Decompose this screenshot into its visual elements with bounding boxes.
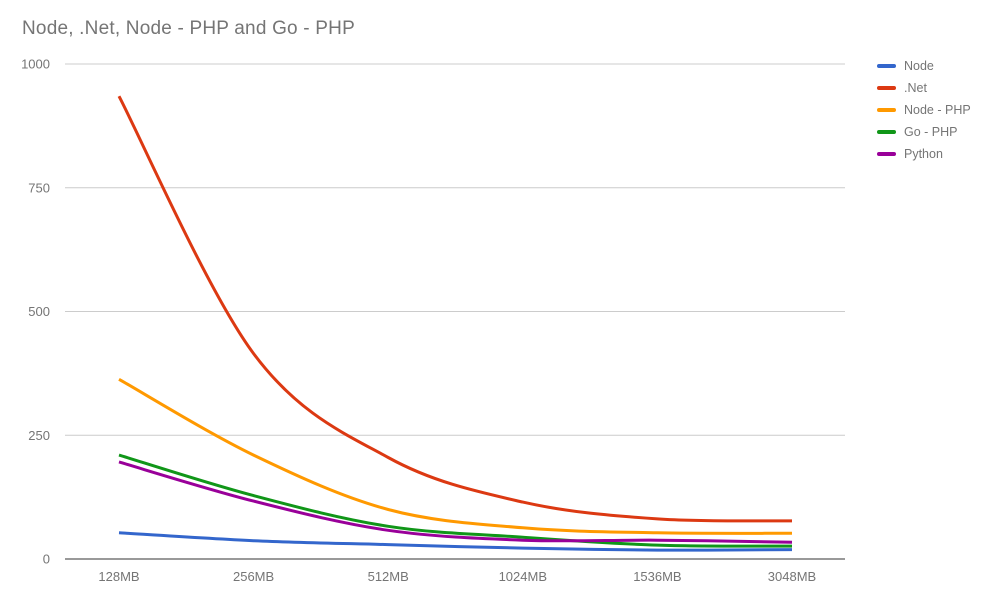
legend-swatch-icon <box>877 151 896 156</box>
y-tick-label: 500 <box>28 304 50 319</box>
legend-swatch-icon <box>877 63 896 68</box>
series-line-node[interactable] <box>118 531 793 552</box>
series-line-net[interactable] <box>117 95 793 523</box>
legend-label: Go - PHP <box>904 124 958 139</box>
legend: Node .Net Node - PHP Go - PHP Python <box>877 58 971 161</box>
legend-item-node: Node <box>877 58 971 73</box>
legend-item-net: .Net <box>877 80 971 95</box>
chart-title: Node, .Net, Node - PHP and Go - PHP <box>22 18 355 39</box>
x-tick-label: 1024MB <box>499 569 547 584</box>
y-tick-label: 0 <box>43 552 50 567</box>
legend-swatch-icon <box>877 85 896 90</box>
legend-item-go-php: Go - PHP <box>877 124 971 139</box>
legend-item-python: Python <box>877 146 971 161</box>
y-tick-label: 1000 <box>21 57 50 72</box>
x-tick-label: 3048MB <box>768 569 816 584</box>
legend-item-node-php: Node - PHP <box>877 102 971 117</box>
y-tick-label: 750 <box>28 180 50 195</box>
x-tick-label: 1536MB <box>633 569 681 584</box>
y-tick-label: 250 <box>28 428 50 443</box>
series-line-node-php[interactable] <box>118 378 793 535</box>
series-line-go-php[interactable] <box>118 453 793 548</box>
legend-swatch-icon <box>877 107 896 112</box>
legend-label: Node - PHP <box>904 102 971 117</box>
legend-label: .Net <box>904 80 927 95</box>
legend-label: Node <box>904 58 934 73</box>
legend-label: Python <box>904 146 943 161</box>
x-tick-label: 256MB <box>233 569 274 584</box>
legend-swatch-icon <box>877 129 896 134</box>
x-tick-label: 512MB <box>368 569 409 584</box>
x-tick-label: 128MB <box>98 569 139 584</box>
series-line-python[interactable] <box>118 460 793 544</box>
